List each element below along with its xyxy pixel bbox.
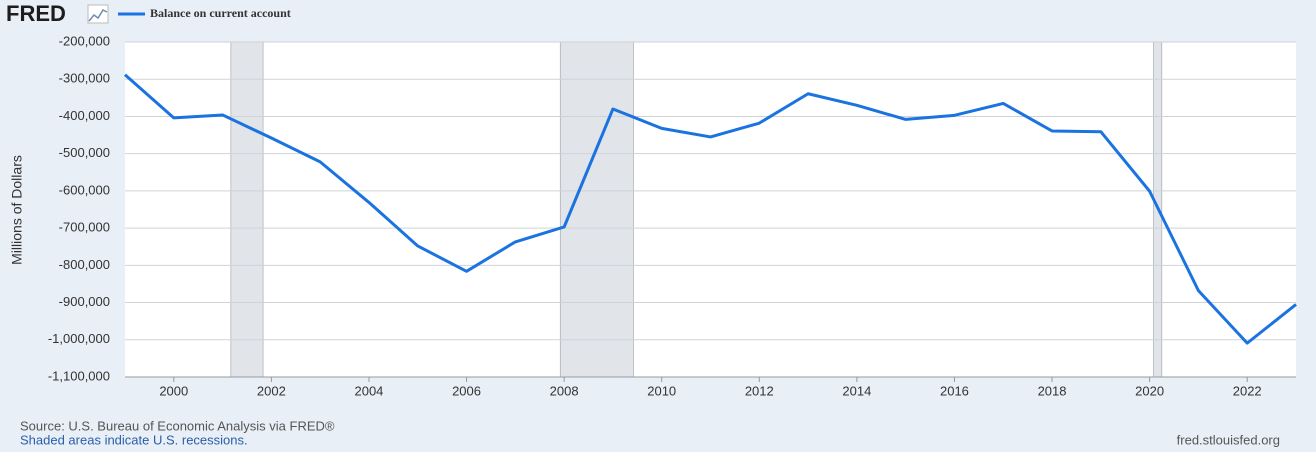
series-line bbox=[124, 73, 1297, 345]
y-tick-label: -700,000 bbox=[59, 220, 110, 235]
y-tick-label: -900,000 bbox=[59, 294, 110, 309]
x-tick-label: 2006 bbox=[452, 383, 481, 398]
x-tick-label: 2018 bbox=[1038, 383, 1067, 398]
y-tick-label: -600,000 bbox=[59, 182, 110, 197]
x-tick-label: 2014 bbox=[842, 383, 871, 398]
recession-band bbox=[230, 41, 264, 378]
x-tick-label: 2008 bbox=[550, 383, 579, 398]
x-tick-label: 2020 bbox=[1135, 383, 1164, 398]
y-tick-label: -800,000 bbox=[59, 257, 110, 272]
y-tick-label: -1,100,000 bbox=[48, 368, 110, 383]
logo: FRED bbox=[6, 1, 66, 26]
x-tick-label: 2000 bbox=[159, 383, 188, 398]
logo-icon bbox=[87, 4, 109, 24]
y-tick-label: -500,000 bbox=[59, 145, 110, 160]
y-axis-label: Millions of Dollars bbox=[9, 155, 25, 265]
plot-area bbox=[125, 42, 1296, 377]
recession-note: Shaded areas indicate U.S. recessions. bbox=[20, 432, 248, 447]
x-tick-label: 2010 bbox=[647, 383, 676, 398]
x-tick-label: 2022 bbox=[1233, 383, 1262, 398]
y-tick-label: -300,000 bbox=[59, 71, 110, 86]
y-tick-label: -400,000 bbox=[59, 108, 110, 123]
x-tick-label: 2016 bbox=[940, 383, 969, 398]
y-tick-label: -1,000,000 bbox=[48, 331, 110, 346]
credit: fred.stlouisfed.org bbox=[1177, 432, 1280, 447]
source: Source: U.S. Bureau of Economic Analysis… bbox=[20, 418, 335, 433]
x-tick-label: 2002 bbox=[257, 383, 286, 398]
x-tick-label: 2004 bbox=[354, 383, 383, 398]
legend-label: Balance on current account bbox=[150, 6, 291, 20]
y-tick-label: -200,000 bbox=[59, 33, 110, 48]
x-tick-label: 2012 bbox=[745, 383, 774, 398]
